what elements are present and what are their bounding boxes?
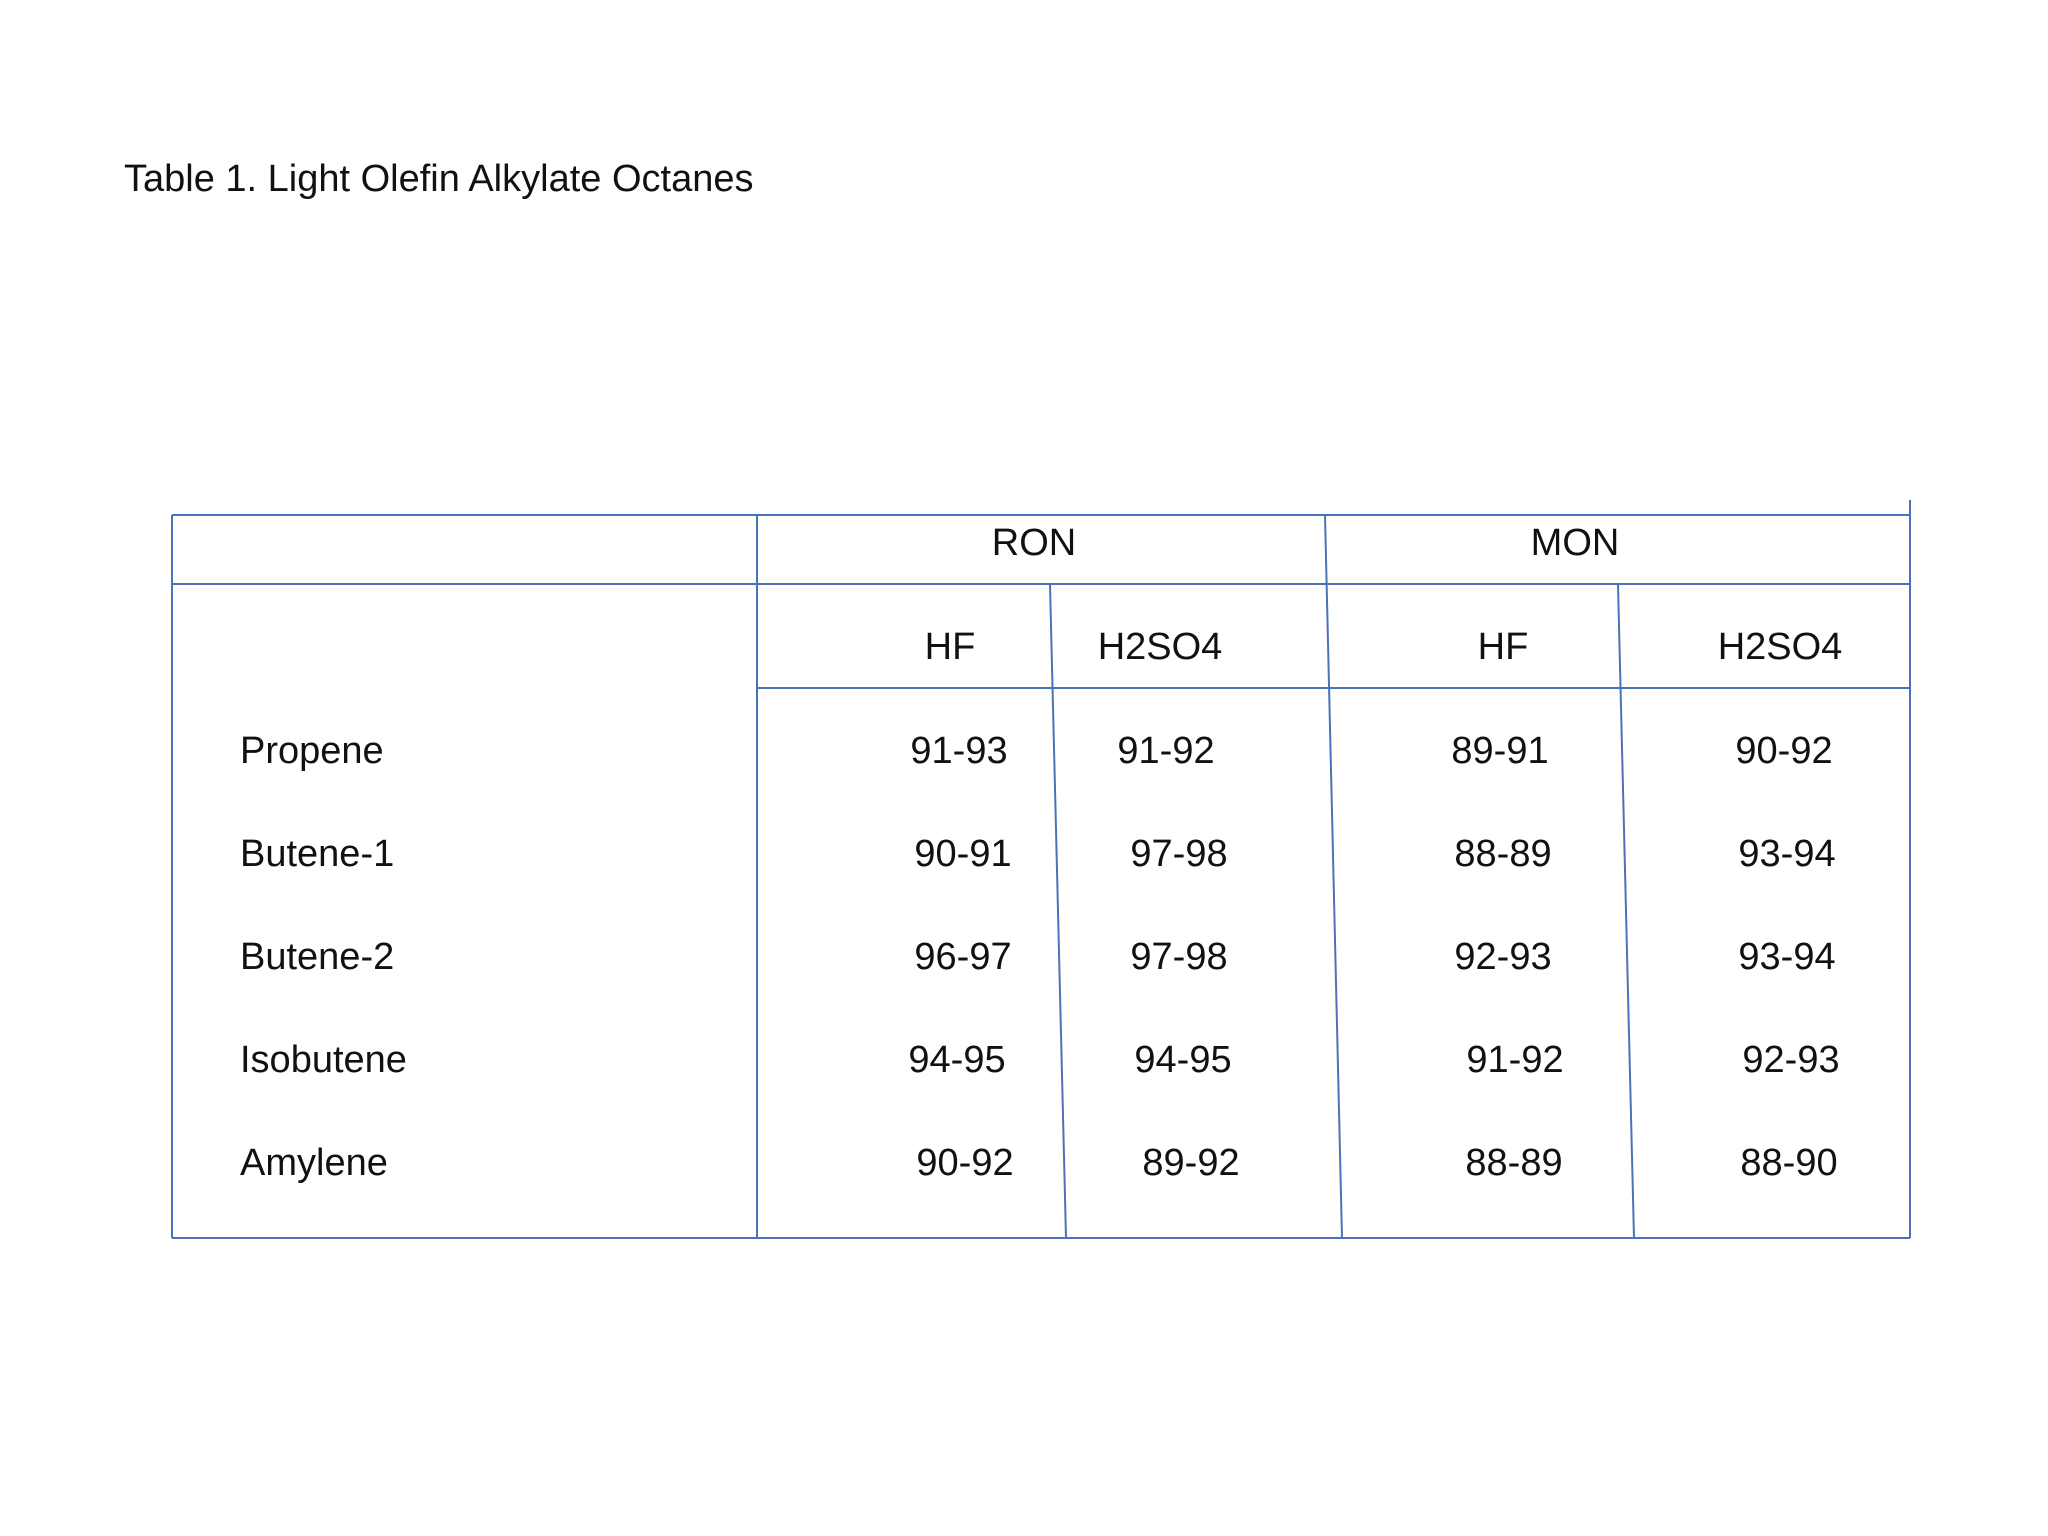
row-label-propene: Propene <box>240 730 384 772</box>
table-title: Table 1. Light Olefin Alkylate Octanes <box>124 158 754 200</box>
subheader-ron-hf: HF <box>924 626 976 668</box>
row-label-amylene: Amylene <box>240 1142 388 1184</box>
row-label-butene-2: Butene-2 <box>240 936 395 978</box>
subheader-mon-h2so4: H2SO4 <box>1717 626 1843 668</box>
cell-amylene-mon-h2so4: 88-90 <box>1740 1142 1838 1184</box>
row-label-butene-1: Butene-1 <box>240 833 395 875</box>
cell-propene-ron-hf: 91-93 <box>910 730 1008 772</box>
cell-isobutene-ron-h2so4: 94-95 <box>1134 1039 1232 1081</box>
cell-butene-2-ron-hf: 96-97 <box>914 936 1012 978</box>
header-ron: RON <box>991 522 1077 564</box>
cell-butene-2-mon-hf: 92-93 <box>1454 936 1552 978</box>
subheader-ron-h2so4: H2SO4 <box>1097 626 1223 668</box>
mon-subcolumn-divider <box>1617 583 1635 1239</box>
cell-butene-1-ron-h2so4: 97-98 <box>1130 833 1228 875</box>
cell-butene-2-mon-h2so4: 93-94 <box>1738 936 1836 978</box>
row-label-isobutene: Isobutene <box>240 1039 407 1081</box>
cell-amylene-ron-hf: 90-92 <box>916 1142 1014 1184</box>
cell-isobutene-mon-hf: 91-92 <box>1466 1039 1564 1081</box>
cell-amylene-mon-hf: 88-89 <box>1465 1142 1563 1184</box>
cell-butene-1-mon-hf: 88-89 <box>1454 833 1552 875</box>
cell-butene-1-ron-hf: 90-91 <box>914 833 1012 875</box>
cell-butene-1-mon-h2so4: 93-94 <box>1738 833 1836 875</box>
ron-subcolumn-divider <box>1049 583 1067 1239</box>
cell-butene-2-ron-h2so4: 97-98 <box>1130 936 1228 978</box>
cell-isobutene-ron-hf: 94-95 <box>908 1039 1006 1081</box>
cell-propene-mon-hf: 89-91 <box>1451 730 1549 772</box>
header-mon: MON <box>1530 522 1620 564</box>
ron-mon-divider <box>1324 514 1343 1239</box>
cell-isobutene-mon-h2so4: 92-93 <box>1742 1039 1840 1081</box>
subheader-mon-hf: HF <box>1477 626 1529 668</box>
cell-amylene-ron-h2so4: 89-92 <box>1142 1142 1240 1184</box>
cell-propene-mon-h2so4: 90-92 <box>1735 730 1833 772</box>
cell-propene-ron-h2so4: 91-92 <box>1117 730 1215 772</box>
